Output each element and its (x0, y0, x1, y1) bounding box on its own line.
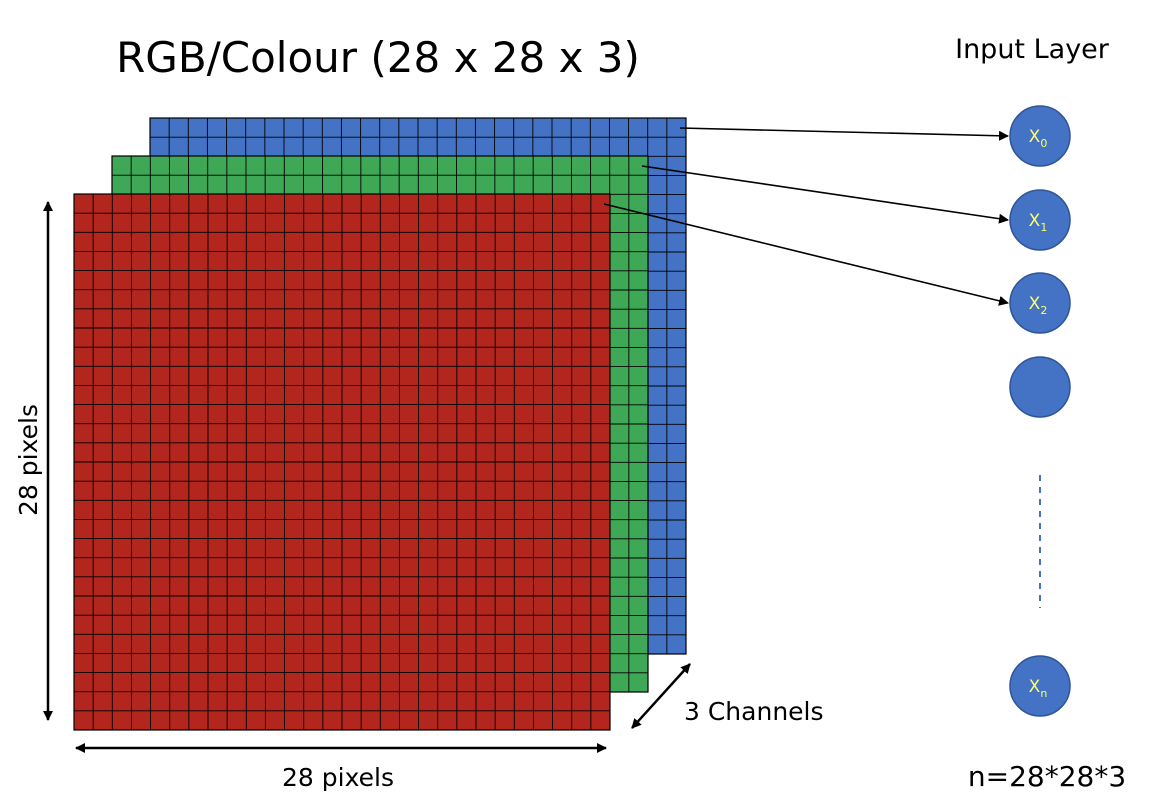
channel-grids (73, 117, 687, 731)
link-arrow-green (641, 165, 1009, 224)
input-node: X2 (1009, 272, 1071, 334)
diagram-title: RGB/Colour (28 x 28 x 3) (116, 33, 640, 82)
node-label-subscript: 0 (1040, 137, 1047, 150)
input-node-circle (1009, 272, 1071, 334)
channel-grid-red (73, 193, 611, 731)
node-label-base: X (1029, 294, 1041, 314)
depth-dimension-arrow (631, 663, 691, 729)
input-node-circle (1009, 655, 1071, 717)
input-node-circle (1009, 105, 1071, 167)
node-label-subscript: 2 (1040, 304, 1047, 317)
input-node-circle (1009, 356, 1071, 418)
input-node-label: X0 (1029, 127, 1048, 150)
node-label-base: X (1029, 127, 1041, 147)
pixel-gridlines (74, 194, 610, 730)
input-node-label: Xn (1029, 677, 1048, 700)
link-arrow-red (603, 203, 1009, 306)
node-label-base: X (1029, 677, 1041, 697)
height-dimension-label: 28 pixels (14, 404, 43, 516)
input-node-label: X1 (1029, 211, 1048, 234)
channel-node-links (603, 127, 1009, 306)
node-label-base: X (1029, 211, 1041, 231)
node-label-subscript: 1 (1040, 221, 1047, 234)
input-node-circle (1009, 189, 1071, 251)
input-layer-heading: Input Layer (955, 34, 1110, 65)
input-node: X0 (1009, 105, 1071, 167)
input-node (1009, 356, 1071, 418)
input-node-label: X2 (1029, 294, 1048, 317)
node-label-subscript: n (1040, 687, 1047, 700)
input-size-formula: n=28*28*3 (968, 760, 1126, 793)
width-dimension-label: 28 pixels (282, 763, 394, 792)
depth-dimension-label: 3 Channels (684, 697, 824, 726)
input-node: Xn (1009, 655, 1071, 717)
link-arrow-blue (679, 127, 1009, 141)
input-node: X1 (1009, 189, 1071, 251)
